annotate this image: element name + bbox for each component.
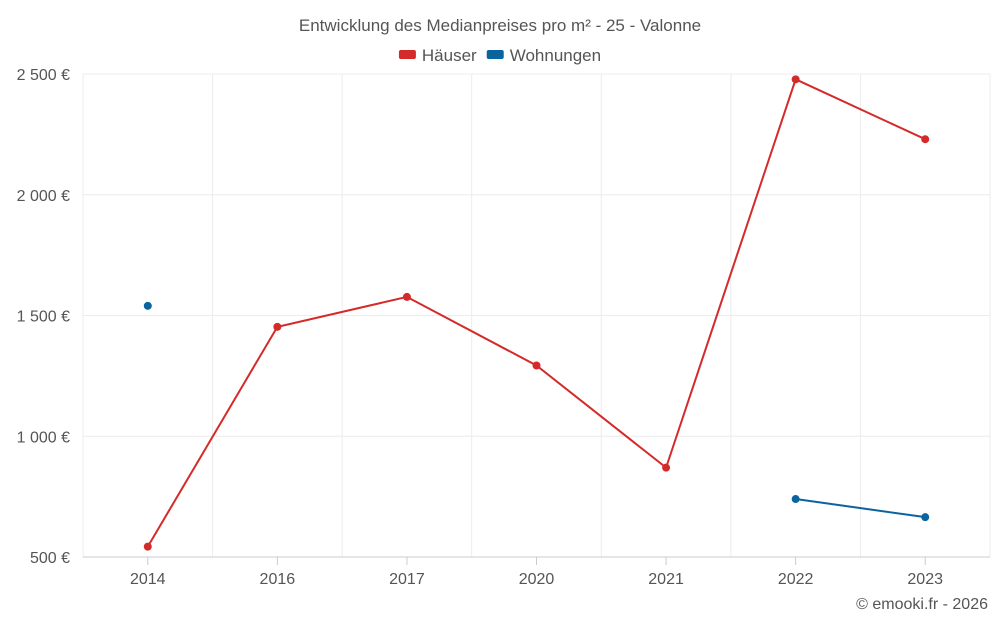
x-tick-label: 2016 <box>260 571 296 588</box>
y-tick-label: 1 500 € <box>17 309 70 326</box>
series-line <box>146 77 926 548</box>
data-point[interactable] <box>791 495 800 504</box>
x-tick-label: 2023 <box>907 571 943 588</box>
legend-item[interactable]: Häuser <box>398 46 477 65</box>
y-tick-label: 2 500 € <box>17 67 70 84</box>
x-tick-label: 2014 <box>130 571 166 588</box>
data-point[interactable] <box>273 322 282 331</box>
x-tick-label: 2021 <box>648 571 684 588</box>
legend-swatch <box>486 50 504 59</box>
y-axis: 500 € 1 000 € 1 500 € 2 000 € 2 500 € <box>17 67 70 567</box>
data-point[interactable] <box>143 542 152 551</box>
data-point[interactable] <box>402 292 411 301</box>
y-tick-label: 2 000 € <box>17 188 70 205</box>
credit-text: © emooki.fr - 2026 <box>856 596 988 613</box>
data-point[interactable] <box>921 513 930 522</box>
y-tick-label: 1 000 € <box>17 429 70 446</box>
legend-label: Wohnungen <box>510 46 601 65</box>
legend-swatch <box>398 50 416 59</box>
data-point[interactable] <box>143 301 152 310</box>
x-axis: 2014 2016 2017 2020 2021 2022 2023 <box>83 556 990 588</box>
series-0 <box>143 75 930 551</box>
series-1 <box>143 301 930 522</box>
x-tick-label: 2017 <box>389 571 425 588</box>
legend-item[interactable]: Wohnungen <box>486 46 601 65</box>
data-point[interactable] <box>921 135 930 144</box>
data-point[interactable] <box>662 463 671 472</box>
data-point[interactable] <box>532 361 541 370</box>
y-tick-label: 500 € <box>30 550 70 567</box>
chart-title: Entwicklung des Medianpreises pro m² - 2… <box>299 16 701 35</box>
legend-label: Häuser <box>422 46 477 65</box>
series-line <box>795 498 926 519</box>
x-tick-label: 2020 <box>519 571 555 588</box>
x-tick-label: 2022 <box>778 571 814 588</box>
grid <box>82 73 991 558</box>
legend: Häuser Wohnungen <box>398 46 601 65</box>
data-point[interactable] <box>791 75 800 84</box>
series-layer <box>143 75 930 551</box>
